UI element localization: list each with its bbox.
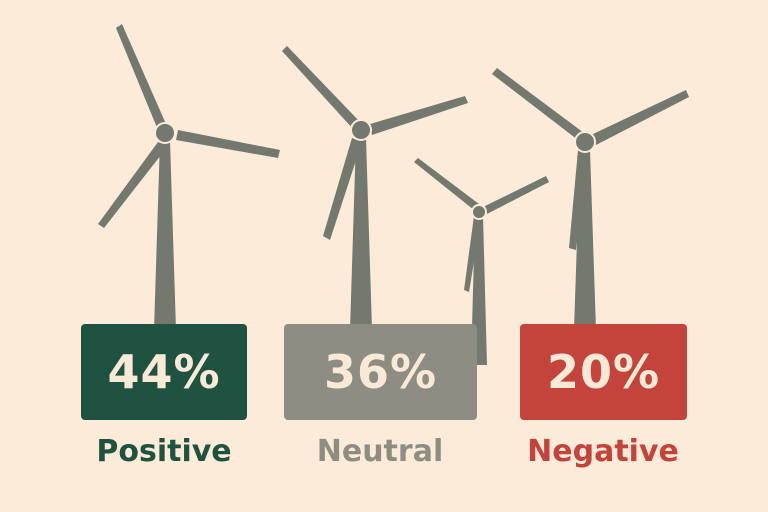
positive-percentage-card: 44% bbox=[81, 324, 247, 420]
positive-category-label: Positive bbox=[96, 434, 232, 469]
turbine-3-blade-down bbox=[464, 216, 481, 292]
turbine-2-hub bbox=[350, 119, 372, 141]
turbine-2 bbox=[282, 46, 468, 330]
neutral-category-label: Neutral bbox=[316, 434, 444, 469]
neutral-value: 36% bbox=[323, 345, 438, 399]
turbine-4-hub bbox=[574, 131, 596, 153]
turbine-1-blade-right bbox=[176, 130, 280, 158]
negative-value: 20% bbox=[546, 345, 661, 399]
turbine-3-blade-right bbox=[485, 176, 549, 214]
turbine-1-tower bbox=[154, 140, 176, 330]
turbine-2-blade-right bbox=[370, 96, 468, 135]
turbine-4 bbox=[492, 68, 689, 330]
turbine-4-blade-right bbox=[593, 90, 689, 145]
turbine-1-blade-down bbox=[98, 142, 168, 228]
positive-value: 44% bbox=[107, 345, 221, 399]
turbine-3-blade-up bbox=[414, 158, 479, 210]
turbine-4-blade-up bbox=[492, 68, 584, 140]
neutral-percentage-card: 36% bbox=[284, 324, 477, 420]
turbine-3-hub bbox=[471, 204, 487, 220]
turbine-4-blade-down bbox=[569, 150, 588, 250]
turbine-1 bbox=[98, 24, 280, 330]
turbine-2-tower bbox=[350, 138, 372, 330]
turbine-1-hub bbox=[154, 122, 176, 144]
turbine-1-blade-up bbox=[116, 24, 166, 130]
negative-percentage-card: 20% bbox=[520, 324, 687, 420]
turbine-2-blade-down bbox=[323, 138, 362, 240]
negative-category-label: Negative bbox=[527, 434, 679, 469]
turbine-2-blade-up bbox=[282, 46, 362, 130]
